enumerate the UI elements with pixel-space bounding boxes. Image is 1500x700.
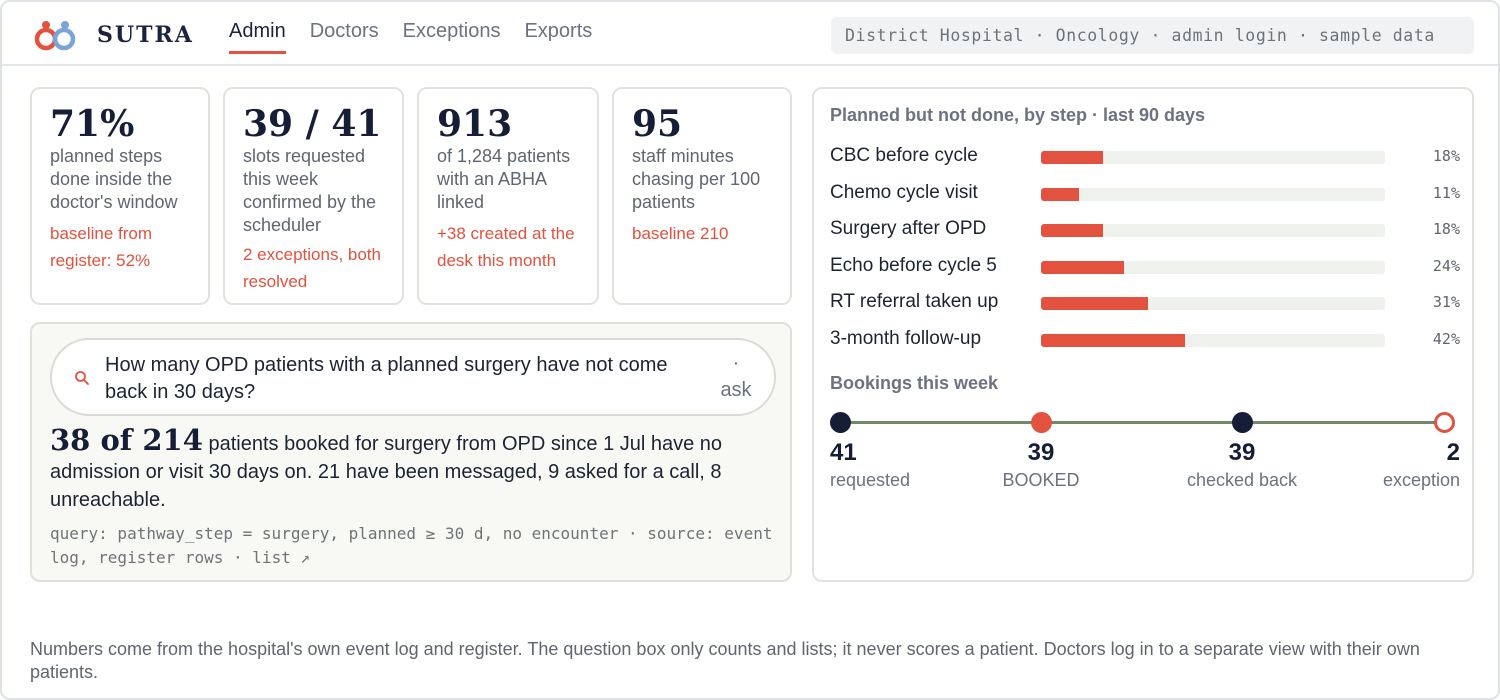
step-label: 3-month follow-up	[830, 328, 982, 349]
stat-value: 913	[437, 103, 513, 145]
step-row: Surgery after OPD 18%	[830, 214, 1460, 244]
step-percent: 42%	[1432, 330, 1460, 348]
bookings-title: Bookings this week	[830, 373, 999, 393]
stat-description: of 1,284 patients with an ABHA linked	[437, 146, 571, 212]
tab-admin[interactable]: Admin	[229, 20, 286, 54]
step-label: Surgery after OPD	[830, 218, 987, 240]
ask-button[interactable]: · ask	[718, 350, 754, 404]
step-bar-track	[1041, 151, 1385, 164]
step-label: Echo before cycle 5	[830, 254, 997, 276]
step-bar-fill	[1041, 187, 1079, 201]
answer-body: patients booked for surgery from OPD sin…	[50, 433, 723, 511]
step-bar-fill	[1041, 224, 1103, 238]
step-percent: 11%	[1432, 183, 1460, 202]
ask-label: ask	[720, 379, 752, 401]
tab-exports[interactable]: Exports	[524, 20, 593, 42]
context-badge: District Hospital · Oncology · admin log…	[831, 17, 1474, 54]
stat-note: baseline from register: 52%	[50, 224, 153, 270]
stat-description: planned steps done inside the doctor's w…	[50, 146, 178, 212]
step-percent: 18%	[1432, 220, 1460, 239]
stat-card-slots: 39 / 41 slots requested this week confir…	[223, 87, 404, 305]
stat-value: 71%	[50, 103, 135, 145]
booking-count: 39	[1228, 439, 1256, 466]
booking-label: exception	[1382, 470, 1460, 490]
stat-description: slots requested this week confirmed by t…	[243, 146, 377, 235]
steps-panel-title: Planned but not done, by step · last 90 …	[830, 105, 1206, 125]
question-panel: How many OPD patients with a planned sur…	[30, 322, 792, 582]
step-row: 3-month follow-up 42%	[830, 324, 1460, 354]
ask-dot: ·	[732, 352, 740, 374]
step-row: RT referral taken up 31%	[830, 287, 1460, 317]
stat-note: +38 created at the desk this month	[437, 224, 575, 270]
footer-note: Numbers come from the hospital's own eve…	[30, 639, 1420, 682]
question-input[interactable]: How many OPD patients with a planned sur…	[50, 338, 776, 416]
step-bar-track	[1041, 297, 1385, 311]
sutra-logo-icon	[34, 21, 76, 51]
stat-card-staff-minutes: 95 staff minutes chasing per 100 patient…	[612, 87, 792, 305]
query-meta: query: pathway_step = surgery, planned ≥…	[50, 522, 776, 570]
step-percent: 18%	[1432, 147, 1460, 165]
step-bar-fill	[1041, 334, 1186, 347]
step-bar-fill	[1041, 297, 1148, 311]
step-percent: 24%	[1432, 256, 1460, 275]
tab-exceptions[interactable]: Exceptions	[402, 20, 501, 42]
timeline-line	[840, 421, 1444, 424]
list-link[interactable]: list ↗	[252, 548, 311, 567]
booking-label: checked back	[1186, 470, 1298, 490]
step-row: Chemo cycle visit 11%	[830, 178, 1460, 208]
step-row: Echo before cycle 5 24%	[830, 251, 1460, 281]
timeline-dot	[1031, 412, 1052, 433]
brand-name: SUTRA	[97, 22, 194, 48]
stat-card-abha: 913 of 1,284 patients with an ABHA linke…	[417, 87, 599, 305]
bookings-timeline: 41 requested 39 BOOKED 39 checked back 2 except…	[830, 411, 1460, 491]
step-bar-track	[1041, 187, 1385, 201]
booking-count: 41	[830, 439, 857, 466]
stat-value: 39 / 41	[243, 103, 382, 145]
tab-doctors[interactable]: Doctors	[309, 20, 379, 42]
question-text[interactable]: How many OPD patients with a planned sur…	[105, 354, 668, 403]
booking-count: 39	[1027, 439, 1055, 466]
step-percent: 31%	[1432, 293, 1460, 312]
booking-label: requested	[830, 470, 911, 490]
stat-card-on-time: 71% planned steps done inside the doctor…	[30, 87, 210, 305]
step-bar-track	[1041, 224, 1385, 238]
stat-note: baseline 210	[632, 224, 729, 243]
answer-highlight: 38 of 214	[50, 423, 203, 457]
search-icon	[75, 371, 89, 385]
step-bar-track	[1041, 334, 1385, 347]
timeline-dot	[830, 412, 851, 433]
timeline-dot	[1434, 412, 1455, 433]
step-label: RT referral taken up	[830, 291, 999, 313]
query-source: query: pathway_step = surgery, planned ≥…	[50, 524, 773, 567]
stat-description: staff minutes chasing per 100 patients	[632, 146, 761, 212]
step-label: CBC before cycle	[830, 145, 978, 166]
step-bar-fill	[1041, 151, 1103, 164]
timeline-dot	[1232, 412, 1253, 433]
step-bar-track	[1041, 260, 1385, 274]
step-row: CBC before cycle 18%	[830, 141, 1460, 171]
main-nav: Admin Doctors Exceptions Exports	[229, 20, 592, 54]
answer-text: 38 of 214 patients booked for surgery fr…	[50, 426, 776, 514]
step-bar-fill	[1041, 260, 1124, 274]
booking-label: BOOKED	[1002, 470, 1080, 490]
booking-count: 2	[1446, 439, 1460, 466]
stat-note: 2 exceptions, both resolved	[243, 245, 381, 291]
step-label: Chemo cycle visit	[830, 181, 978, 203]
steps-panel: Planned but not done, by step · last 90 …	[812, 87, 1474, 582]
top-bar: SUTRA Admin Doctors Exceptions Exports D…	[2, 2, 1498, 66]
stat-value: 95	[632, 103, 683, 145]
